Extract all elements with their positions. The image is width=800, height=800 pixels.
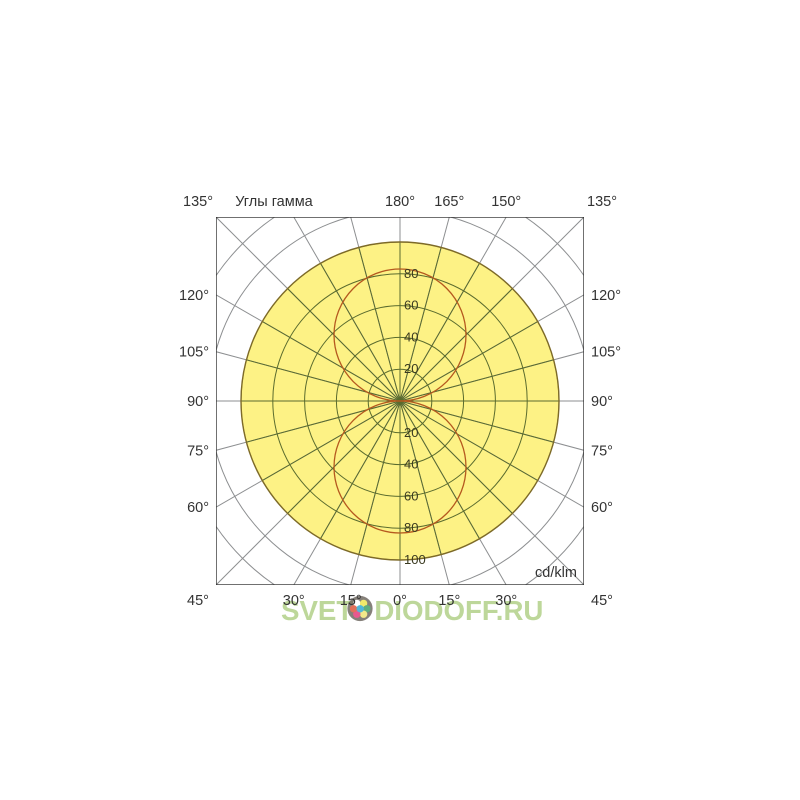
svg-text:120°: 120° [179,288,209,304]
svg-text:80: 80 [404,520,418,535]
svg-text:90°: 90° [187,394,209,410]
svg-text:20: 20 [404,425,418,440]
svg-text:180°: 180° [385,194,415,210]
svg-text:75°: 75° [591,443,613,459]
svg-text:90°: 90° [591,394,613,410]
svg-text:120°: 120° [591,288,621,304]
svg-text:15°: 15° [340,593,362,609]
svg-text:135°: 135° [183,194,213,210]
svg-text:30°: 30° [283,593,305,609]
svg-text:30°: 30° [495,593,517,609]
svg-text:Углы гамма: Углы гамма [235,194,313,210]
svg-text:60°: 60° [591,500,613,516]
svg-text:150°: 150° [491,194,521,210]
svg-text:165°: 165° [434,194,464,210]
svg-text:75°: 75° [187,443,209,459]
svg-text:60°: 60° [187,500,209,516]
svg-text:105°: 105° [591,345,621,361]
svg-text:cd/klm: cd/klm [535,565,577,581]
svg-text:15°: 15° [438,593,460,609]
svg-text:45°: 45° [591,593,613,609]
svg-text:135°: 135° [587,194,617,210]
svg-text:100: 100 [404,552,426,567]
svg-text:80: 80 [404,266,418,281]
svg-text:40: 40 [404,457,418,472]
svg-text:0°: 0° [393,593,407,609]
svg-text:45°: 45° [187,593,209,609]
svg-text:60: 60 [404,298,418,313]
svg-text:105°: 105° [179,345,209,361]
svg-text:40: 40 [404,329,418,344]
svg-text:20: 20 [404,361,418,376]
svg-text:60: 60 [404,488,418,503]
